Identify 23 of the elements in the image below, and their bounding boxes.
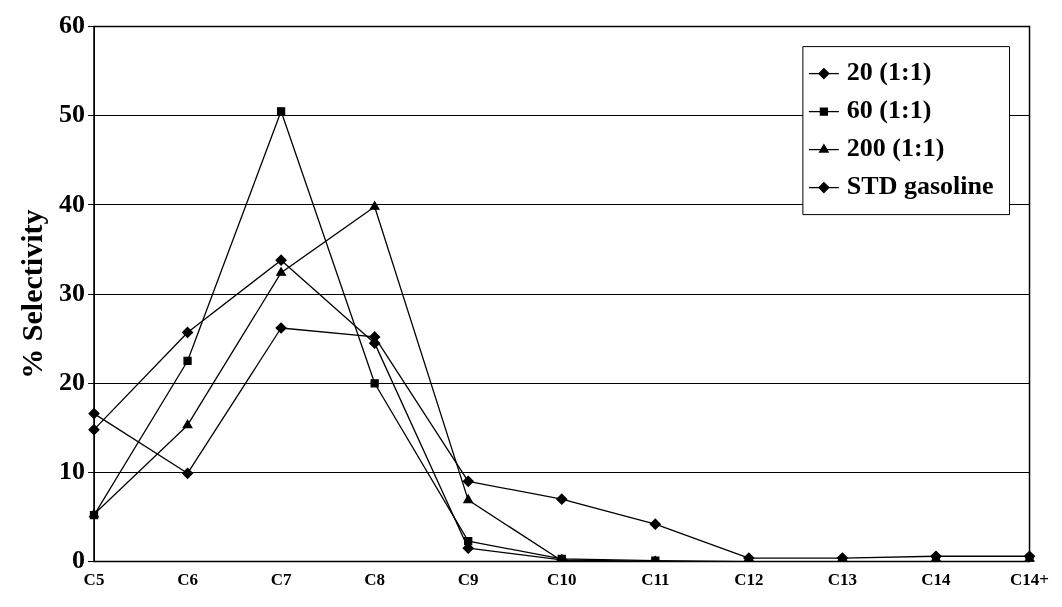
legend-label: STD gasoline [846,171,994,201]
y-tick-label: 60 [59,10,85,40]
y-tick-label: 40 [59,188,85,218]
y-tick-label: 50 [59,99,85,129]
x-tick-label: C7 [270,570,292,590]
x-tick-label: C6 [177,570,198,590]
legend-label: 60 (1:1) [846,95,932,125]
y-tick-label: 20 [59,366,85,396]
x-tick-label: C11 [641,570,670,590]
legend-label: 20 (1:1) [846,57,932,87]
y-tick-label: 30 [59,277,85,307]
x-tick-label: C10 [547,570,577,590]
x-tick-label: C14+ [1010,570,1049,590]
x-tick-label: C13 [827,570,858,590]
x-tick-label: C8 [364,570,386,590]
y-tick-label: 0 [72,545,85,575]
y-axis-title: % Selectivity [14,209,48,379]
x-tick-label: C5 [83,570,105,590]
x-tick-label: C12 [734,570,764,590]
y-tick-label: 10 [59,456,85,486]
legend-label: 200 (1:1) [846,133,945,163]
x-tick-label: C14 [921,570,952,590]
x-tick-label: C9 [457,570,479,590]
